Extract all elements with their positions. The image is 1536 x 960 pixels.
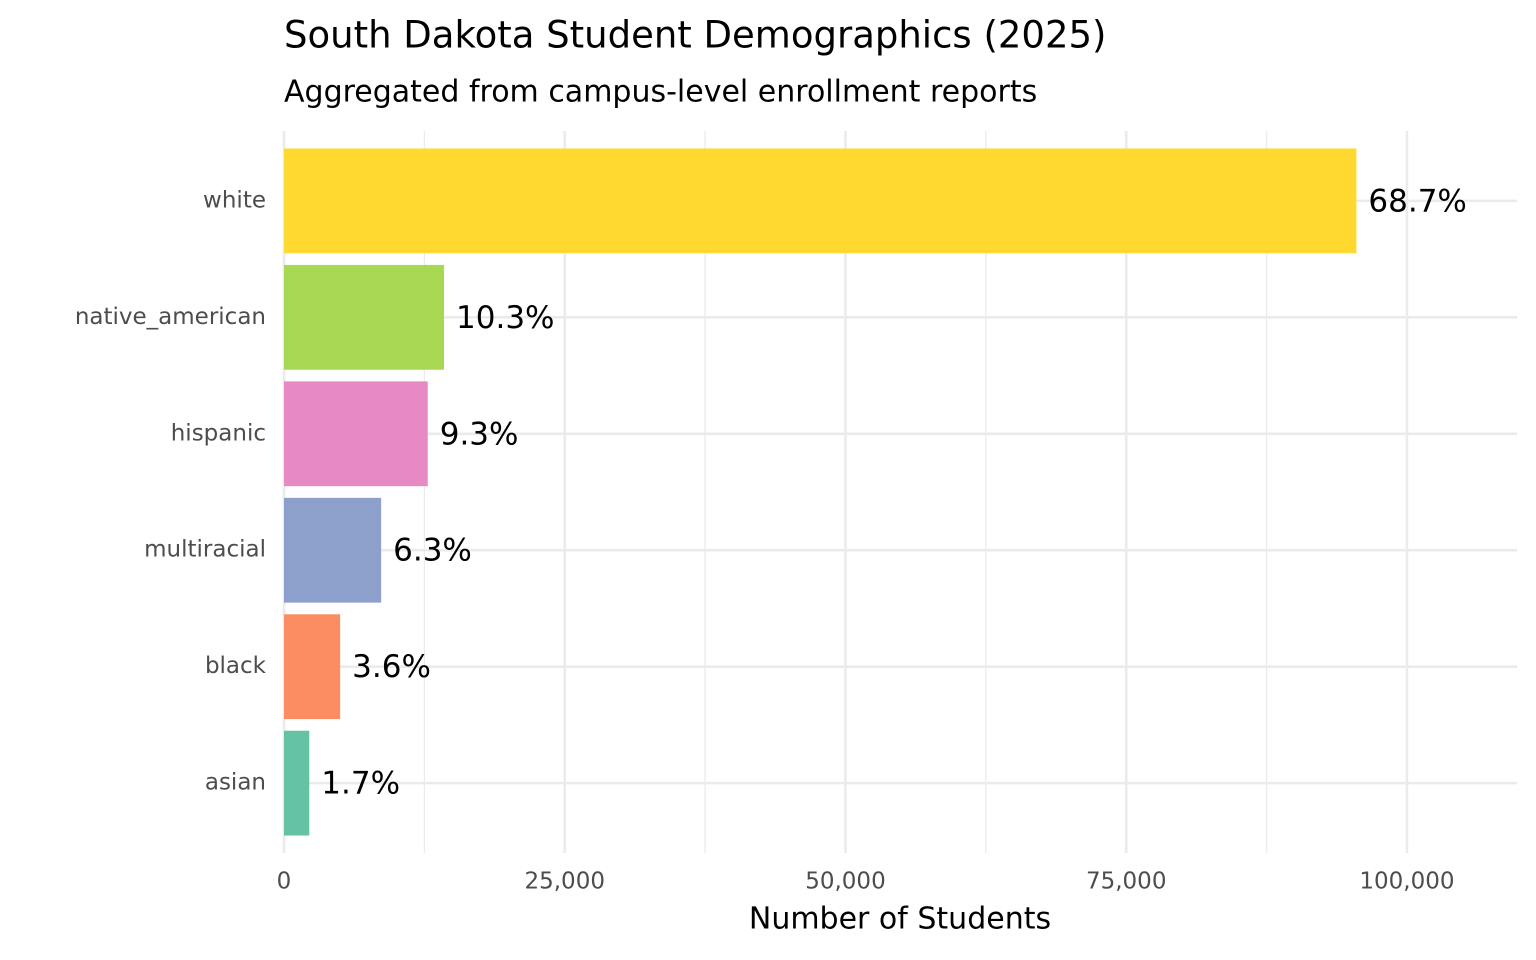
y-tick-label: multiracial [144, 537, 266, 563]
x-axis-label: Number of Students [749, 902, 1051, 937]
bar-label: 68.7% [1368, 183, 1466, 219]
bar [284, 730, 310, 836]
bar [284, 148, 1357, 254]
chart-title: South Dakota Student Demographics (2025) [284, 14, 1107, 57]
bar [284, 614, 341, 720]
bar [284, 497, 382, 603]
bar-label: 6.3% [393, 533, 472, 569]
x-tick-label: 25,000 [524, 869, 604, 895]
x-tick-label: 0 [277, 869, 292, 895]
x-tick-label: 50,000 [805, 869, 885, 895]
chart-subtitle: Aggregated from campus-level enrollment … [284, 75, 1037, 110]
x-tick-label: 100,000 [1359, 869, 1454, 895]
bar-label: 10.3% [456, 300, 554, 336]
y-tick-label: asian [205, 770, 266, 796]
y-tick-label: native_american [75, 304, 266, 330]
x-tick-label: 75,000 [1086, 869, 1166, 895]
y-tick-label: hispanic [171, 420, 266, 446]
bar-label: 9.3% [440, 416, 519, 452]
bar [284, 264, 445, 370]
y-tick-label: black [205, 653, 267, 679]
bar [284, 381, 428, 487]
bar-label: 3.6% [352, 649, 431, 685]
y-tick-label: white [203, 187, 266, 213]
bar-label: 1.7% [321, 766, 400, 802]
